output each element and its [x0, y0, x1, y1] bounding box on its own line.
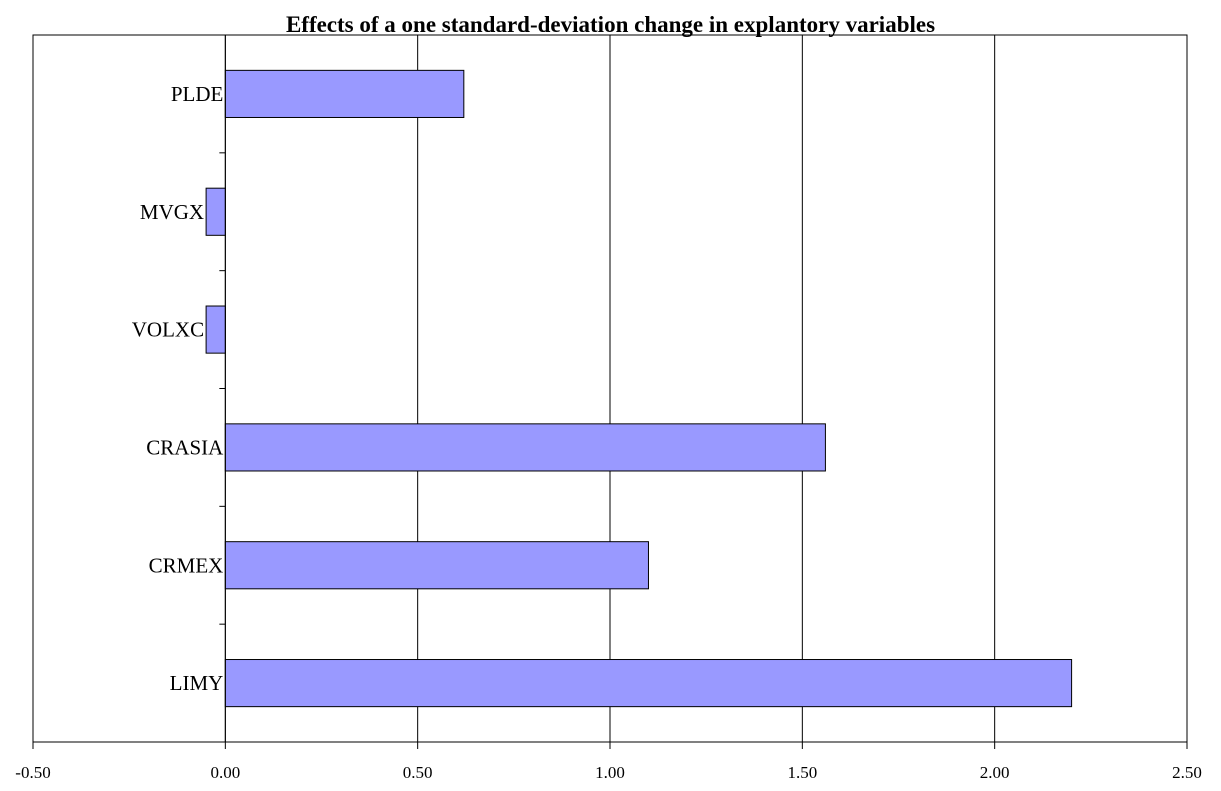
bar-plde [224, 69, 465, 118]
bar-crmex [224, 541, 649, 590]
chart-title: Effects of a one standard-deviation chan… [285, 12, 936, 37]
labels: -0.50 0.00 0.50 1.00 1.50 2.00 2.50 LIMY CRMEX CR… [15, 82, 1202, 782]
gridlines [224, 35, 996, 742]
axes [32, 34, 1188, 749]
x-tick-label: 2.50 [1172, 763, 1202, 782]
category-label-crasia: CRASIA [146, 435, 224, 459]
category-label-volxc: VOLXC [132, 318, 204, 342]
category-label-mvgx: MVGX [140, 200, 204, 224]
x-tick-label: -0.50 [15, 763, 50, 782]
category-label-crmex: CRMEX [149, 553, 224, 577]
x-tick-label: 0.50 [403, 763, 433, 782]
x-tick-label: 1.50 [787, 763, 817, 782]
x-tick-label: 0.00 [210, 763, 240, 782]
bar-limy [224, 659, 1073, 708]
bar-mvgx [205, 187, 226, 236]
bar-volxc [205, 305, 226, 354]
x-tick-label: 1.00 [595, 763, 625, 782]
bar-crasia [224, 423, 826, 472]
x-tick-label: 2.00 [980, 763, 1010, 782]
category-label-plde: PLDE [171, 82, 224, 106]
bars [205, 69, 1073, 708]
category-label-limy: LIMY [170, 671, 224, 695]
